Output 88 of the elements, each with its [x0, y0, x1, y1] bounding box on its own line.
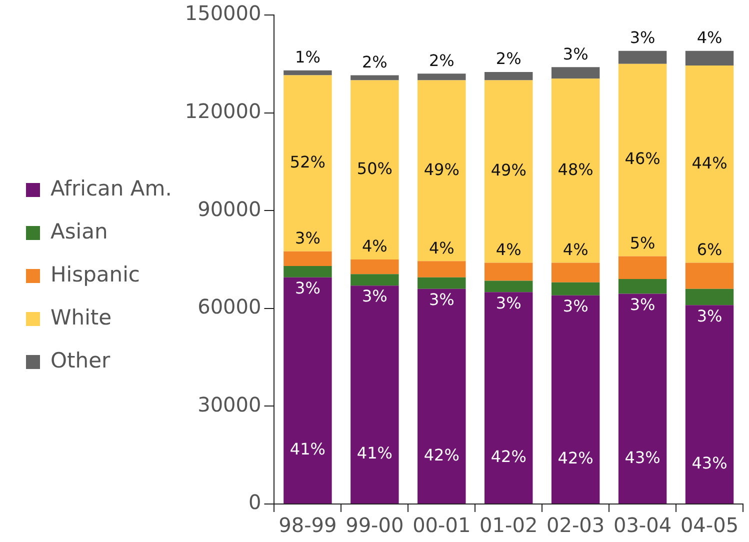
annotation: 3% — [428, 290, 454, 309]
annotation: 4% — [496, 240, 522, 259]
y-tick-label: 60000 — [198, 294, 262, 319]
bar — [350, 260, 399, 274]
legend-label: Hispanic — [50, 262, 140, 286]
annotation: 48% — [558, 160, 594, 179]
annotation: 3% — [562, 44, 588, 64]
annotation: 41% — [290, 440, 326, 459]
bar — [284, 266, 332, 278]
legend-label: White — [50, 305, 112, 330]
y-tick-label: 150000 — [184, 1, 262, 26]
bar — [618, 294, 667, 504]
bar — [685, 50, 734, 66]
bar — [350, 75, 399, 80]
bar — [418, 261, 466, 278]
annotation: 2% — [496, 49, 522, 68]
annotation: 6% — [696, 240, 722, 259]
annotation: 41% — [356, 444, 392, 463]
annotation: 3% — [630, 294, 656, 314]
bar — [418, 80, 466, 262]
annotation: 52% — [290, 152, 326, 172]
y-tick-label: 30000 — [198, 392, 262, 416]
annotation: 50% — [356, 159, 392, 178]
annotation: 4% — [562, 240, 588, 259]
annotation: 43% — [624, 448, 660, 467]
bar — [484, 280, 533, 292]
annotation: 4% — [696, 28, 722, 48]
bar — [284, 70, 332, 76]
y-tick-label: 0 — [248, 490, 262, 514]
x-tick-label: 02-03 — [546, 513, 605, 538]
annotation: 4% — [362, 236, 388, 256]
x-tick-label: 03-04 — [613, 513, 672, 538]
annotation: 49% — [424, 160, 460, 179]
bar — [350, 80, 399, 260]
annotation: 46% — [624, 149, 660, 168]
bar — [284, 277, 332, 504]
bar — [484, 72, 533, 80]
bar — [284, 251, 332, 266]
x-tick-label: 99-00 — [346, 513, 404, 538]
x-tick-label: 98-99 — [278, 513, 337, 538]
annotation: 2% — [362, 52, 388, 72]
annotation: 2% — [428, 50, 454, 70]
bar — [551, 295, 600, 504]
legend-label: Asian — [50, 219, 108, 244]
annotation: 3% — [696, 306, 722, 326]
bar — [350, 286, 399, 504]
annotation: 3% — [630, 28, 656, 48]
bar — [551, 262, 600, 282]
bar — [618, 64, 667, 256]
annotation: 3% — [295, 228, 320, 248]
annotation: 1% — [295, 48, 320, 67]
y-tick-label: 90000 — [198, 196, 262, 221]
bar — [618, 279, 667, 294]
annotation: 5% — [630, 233, 656, 252]
annotation: 42% — [490, 446, 526, 466]
bar — [484, 80, 533, 263]
y-tick-label: 120000 — [184, 99, 262, 124]
annotation: 44% — [692, 153, 728, 172]
bar — [551, 67, 600, 79]
bar — [418, 288, 466, 504]
annotation: 3% — [362, 286, 388, 306]
annotation: 3% — [562, 296, 588, 316]
x-tick-label: 01-02 — [480, 513, 538, 538]
annotation: 49% — [490, 160, 526, 180]
bar — [685, 66, 734, 263]
bar — [685, 288, 734, 306]
bar — [418, 277, 466, 289]
bar — [618, 256, 667, 280]
annotation: 3% — [496, 293, 522, 312]
bar — [350, 274, 399, 286]
legend-label: Other — [50, 348, 110, 372]
bar — [551, 282, 600, 296]
x-tick-label: 00-01 — [412, 513, 471, 538]
annotation: 42% — [424, 445, 460, 464]
bar — [418, 74, 466, 80]
annotation: 3% — [295, 278, 320, 298]
bar — [484, 292, 533, 504]
bar — [284, 75, 332, 252]
legend-label: African Am. — [50, 176, 172, 200]
annotation: 4% — [428, 238, 454, 258]
x-tick-label: 04-05 — [680, 513, 739, 538]
bar — [685, 262, 734, 289]
annotation: 42% — [558, 448, 594, 468]
bar — [618, 50, 667, 64]
annotation: 43% — [692, 453, 728, 472]
bar — [685, 305, 734, 504]
bar — [484, 262, 533, 281]
bar — [551, 78, 600, 263]
